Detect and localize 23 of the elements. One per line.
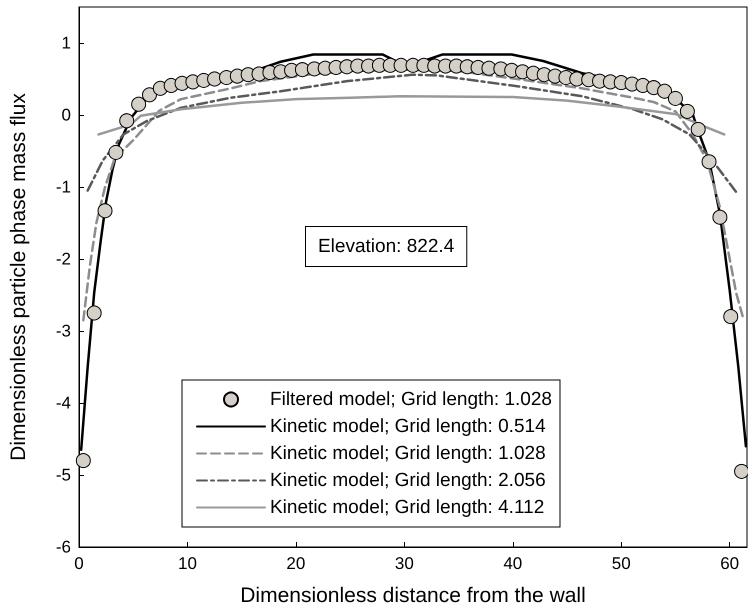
legend-label: Kinetic model; Grid length: 4.112	[270, 497, 544, 518]
y-tick-label: -1	[56, 178, 71, 196]
x-tick-label: 20	[286, 554, 306, 573]
annotation: Elevation: 822.4	[318, 236, 455, 257]
y-tick-label: -6	[56, 538, 71, 556]
x-tick-label: 30	[394, 554, 414, 573]
x-axis-title: Dimensionless distance from the wall	[240, 584, 586, 607]
x-tick-label: 60	[720, 554, 740, 573]
x-tick-label: 10	[178, 554, 197, 573]
x-tick-label: 40	[503, 554, 522, 573]
legend-label: Filtered model; Grid length: 1.028	[270, 389, 552, 410]
y-tick-label: -4	[56, 394, 71, 412]
x-tick-label: 0	[74, 554, 84, 573]
legend-label: Kinetic model; Grid length: 1.028	[270, 443, 546, 464]
legend-label: Kinetic model; Grid length: 0.514	[270, 416, 546, 437]
y-tick-label: -5	[56, 466, 71, 484]
y-tick-label: -3	[56, 322, 71, 340]
x-tick-label: 50	[612, 554, 631, 573]
y-tick-label: 0	[62, 106, 71, 124]
y-tick-label: 1	[62, 34, 71, 52]
y-tick-label: -2	[56, 250, 71, 268]
legend-label: Kinetic model; Grid length: 2.056	[270, 470, 546, 491]
y-axis-title: Dimensionless particle phase mass flux	[7, 92, 30, 461]
